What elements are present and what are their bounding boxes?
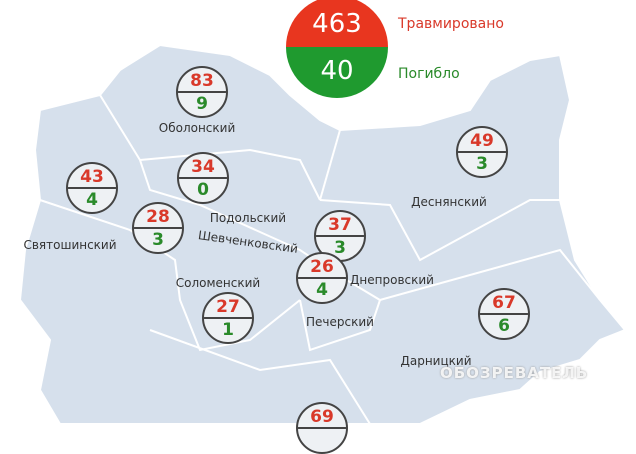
district-label: Днепровский <box>350 273 434 287</box>
district-stats-circle: 67 6 <box>478 288 530 340</box>
district-label: Подольский <box>209 211 287 225</box>
district-stats-circle: 26 4 <box>296 252 348 304</box>
district-stats-circle: 69 <box>296 402 348 454</box>
legend-circle: 463 40 <box>286 0 388 98</box>
district-stats-circle: 34 0 <box>177 152 229 204</box>
district-label: Дарницкий <box>400 354 472 368</box>
district-label: Деснянский <box>411 195 487 209</box>
legend-killed-total: 40 <box>286 47 388 98</box>
legend-injured-label: Травмировано <box>398 16 504 32</box>
district-label: Оболонский <box>158 121 236 135</box>
district-label: Святошинский <box>23 238 117 252</box>
district-stats-circle: 83 9 <box>176 66 228 118</box>
district-stats-circle: 27 1 <box>202 292 254 344</box>
legend-injured-total: 463 <box>286 0 388 47</box>
district-label: Соломенский <box>175 276 261 290</box>
district-stats-circle: 49 3 <box>456 126 508 178</box>
district-stats-circle: 28 3 <box>132 202 184 254</box>
district-stats-circle: 43 4 <box>66 162 118 214</box>
district-label: Печерский <box>306 315 374 329</box>
watermark: ОБОЗРЕВАТЕЛЬ <box>440 364 589 382</box>
legend-killed-label: Погибло <box>398 66 460 82</box>
district-borders <box>39 94 601 424</box>
